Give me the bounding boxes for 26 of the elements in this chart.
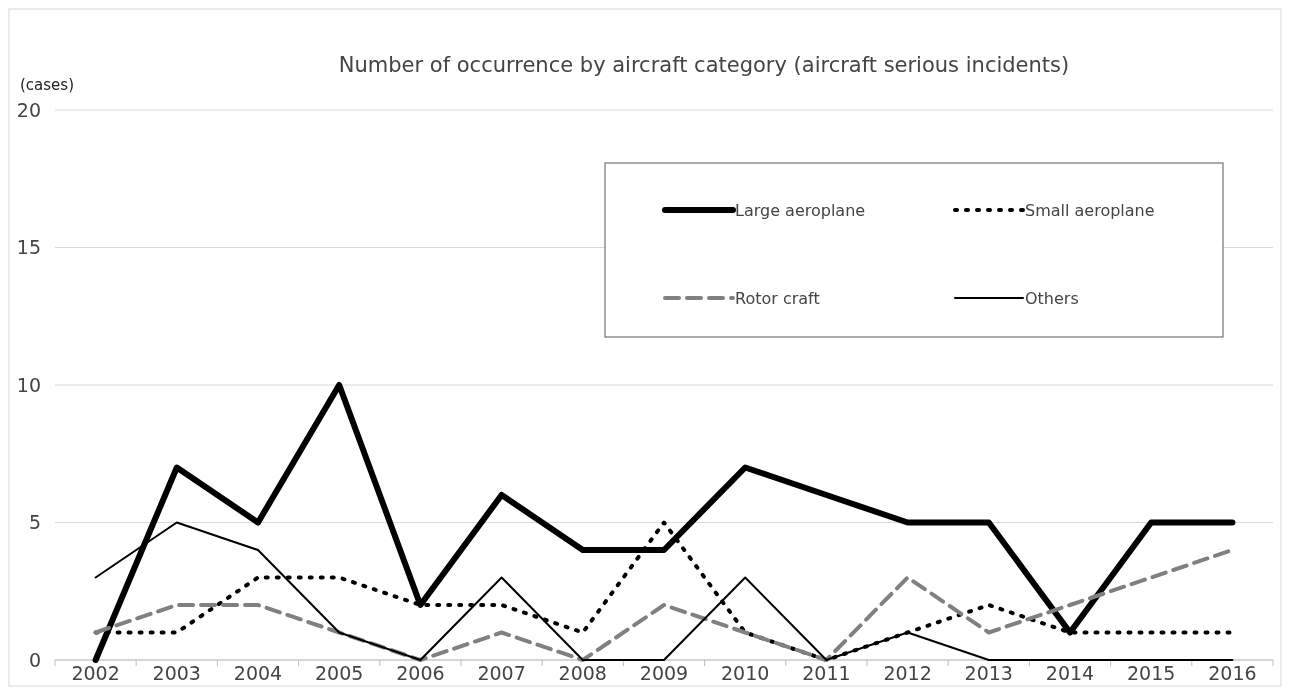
y-tick-label: 0: [28, 648, 41, 671]
x-tick-label: 2005: [315, 662, 364, 684]
legend-label: Large aeroplane: [735, 200, 866, 220]
y-tick-label: 20: [16, 98, 41, 121]
y-axis-title: (cases): [20, 76, 75, 94]
legend-label: Small aeroplane: [1025, 200, 1155, 220]
x-tick-label: 2008: [558, 662, 607, 684]
x-tick-label: 2004: [233, 662, 283, 684]
x-tick-label: 2011: [802, 662, 851, 684]
x-tick-label: 2007: [477, 662, 526, 684]
y-tick-label: 15: [16, 236, 41, 259]
legend-label: Rotor craft: [735, 288, 820, 308]
legend-label: Others: [1025, 288, 1079, 308]
x-tick-label: 2002: [71, 662, 120, 684]
x-tick-label: 2013: [964, 662, 1013, 684]
x-tick-label: 2003: [152, 662, 201, 684]
y-tick-label: 5: [28, 511, 41, 534]
x-tick-label: 2009: [639, 662, 689, 684]
chart-title: Number of occurrence by aircraft category (aircraft serious incidents): [338, 53, 1070, 77]
x-tick-label: 2015: [1127, 662, 1176, 684]
x-tick-label: 2010: [721, 662, 770, 684]
x-tick-label: 2012: [883, 662, 932, 684]
x-tick-label: 2016: [1208, 662, 1257, 684]
x-tick-label: 2006: [396, 662, 445, 684]
x-tick-label: 2014: [1045, 662, 1095, 684]
y-tick-label: 10: [16, 373, 41, 396]
